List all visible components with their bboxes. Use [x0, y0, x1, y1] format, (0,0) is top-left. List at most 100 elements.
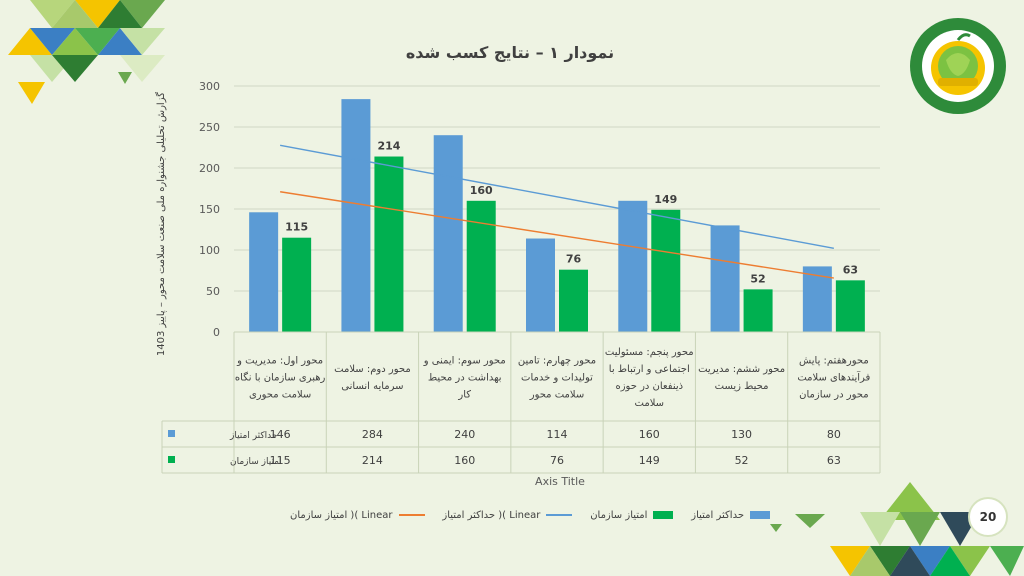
y-tick-label: 100 [199, 244, 220, 257]
bar-max-score [802, 266, 832, 332]
category-label-line: محور سوم: ایمنی و [423, 356, 506, 367]
legend-swatch-org-trend [398, 514, 425, 516]
category-label-line: محیط زیست [715, 381, 769, 392]
table-cell: 114 [547, 428, 568, 441]
chart-legend: حداکثر امتیاز امتیاز سازمان Linear )( حد… [290, 505, 770, 525]
bar-max-score [433, 135, 463, 332]
bar-org-score [466, 200, 496, 332]
festival-logo-icon [910, 18, 1006, 114]
table-cell: 76 [550, 454, 564, 467]
category-label-line: کار [457, 390, 471, 401]
bar-org-score [651, 209, 681, 332]
bar-org-score [559, 269, 588, 332]
data-label: 63 [843, 263, 858, 276]
data-labels: 115 214 160 76 149 52 63 [285, 140, 858, 286]
bar-max-score [249, 212, 279, 332]
bar-max-score [618, 200, 648, 332]
category-label-line: بهداشت در محیط [428, 373, 502, 384]
category-label-line: تولیدات و خدمات [521, 373, 593, 384]
category-label: محور اول: مدیریت و رهبری سازمان با نگاه سل… [235, 356, 326, 401]
table-cell: 115 [270, 454, 291, 467]
bar-org-score [835, 280, 865, 332]
category-label-line: ذینفعان در حوزه [615, 381, 683, 392]
category-label-line: محور در سازمان [799, 390, 868, 401]
y-axis-title: گزارش تحلیلی جشنواره ملی صنعت سلامت محور… [156, 92, 167, 357]
table-series-name: امتیاز سازمان [230, 457, 282, 467]
category-label-line: فرآیندهای سلامت [797, 371, 870, 384]
y-tick-label: 0 [213, 326, 220, 339]
chart-title: نمودار ۱ – نتایج کسب شده [405, 43, 615, 62]
bar-org-score [374, 156, 404, 332]
legend-label: امتیاز سازمان [590, 509, 648, 521]
table-cell: 214 [362, 454, 383, 467]
table-cell: 130 [731, 428, 752, 441]
legend-item-org-score: امتیاز سازمان [590, 509, 674, 521]
category-label-line: سلامت [635, 398, 665, 409]
bar-org-score [282, 237, 312, 332]
category-label-line: سلامت محور [529, 390, 585, 401]
category-label-line: سرمایه انسانی [341, 381, 403, 392]
y-axis-ticks: 0 50 100 150 200 250 300 [199, 80, 220, 339]
legend-item-max-score: حداکثر امتیاز [691, 510, 770, 521]
category-labels: محور اول: مدیریت و رهبری سازمان با نگاه سل… [235, 347, 871, 409]
category-label: محور ششم: مدیریت محیط زیست [698, 364, 785, 392]
bar-org-score [743, 289, 773, 332]
category-label-line: محورهفتم: پایش [799, 356, 869, 367]
table-cell: 149 [639, 454, 660, 467]
legend-label: Linear )( امتیاز سازمان [290, 509, 393, 521]
y-tick-label: 50 [206, 285, 220, 298]
legend-swatch-max-trend [546, 514, 573, 516]
legend-swatch-org-score [653, 511, 674, 519]
category-label-line: محور دوم: سلامت [334, 364, 411, 375]
category-label-line: محور چهارم: تامین [518, 356, 596, 367]
table-key-max-score [168, 430, 175, 437]
category-label-line: اجتماعی و ارتباط با [609, 364, 690, 375]
y-tick-label: 300 [199, 80, 220, 93]
corner-decoration-top-left [8, 0, 165, 104]
category-label: محور دوم: سلامت سرمایه انسانی [334, 364, 411, 392]
table-cell: 284 [362, 428, 383, 441]
category-label-line: محور پنجم: مسئولیت [605, 347, 694, 358]
legend-label: حداکثر امتیاز [691, 509, 744, 521]
category-label: محور چهارم: تامین تولیدات و خدمات سلامت مح… [518, 356, 596, 401]
category-label: محورهفتم: پایش فرآیندهای سلامت محور در ساز… [797, 356, 870, 401]
x-axis-title: Axis Title [535, 475, 585, 488]
trendlines [280, 144, 834, 279]
y-tick-label: 200 [199, 162, 220, 175]
trendline-max-score [280, 144, 834, 249]
table-cell: 63 [827, 454, 841, 467]
table-series-name: حداکثر امتیاز [229, 431, 277, 441]
category-label-line: سلامت محوری [249, 390, 311, 401]
legend-swatch-max-score [750, 511, 770, 519]
data-label: 52 [750, 272, 765, 285]
category-label: محور سوم: ایمنی و بهداشت در محیط کار [423, 356, 506, 401]
bar-max-score [710, 225, 740, 332]
bar-max-score [526, 238, 555, 332]
trendline-org-score [280, 191, 834, 279]
category-label-line: محور ششم: مدیریت [698, 364, 785, 375]
data-label: 214 [377, 140, 400, 153]
category-label: محور پنجم: مسئولیت اجتماعی و ارتباط با ذین… [605, 347, 694, 409]
data-label: 160 [470, 184, 493, 197]
bars [249, 99, 865, 333]
y-tick-label: 250 [199, 121, 220, 134]
table-cell: 80 [827, 428, 841, 441]
data-label: 115 [285, 221, 308, 234]
table-key-org-score [168, 456, 175, 463]
category-label-line: محور اول: مدیریت و [236, 356, 323, 367]
table-cell: 160 [639, 428, 660, 441]
gridlines [234, 85, 880, 333]
legend-item-max-trend: Linear )( حداکثر امتیاز [442, 509, 573, 521]
table-cell: 146 [270, 428, 291, 441]
table-cell: 240 [454, 428, 475, 441]
table-cell: 160 [454, 454, 475, 467]
data-label: 76 [566, 253, 582, 266]
page-number: 20 [968, 497, 1008, 537]
category-label-line: رهبری سازمان با نگاه [235, 372, 326, 384]
data-label: 149 [654, 193, 677, 206]
legend-item-org-trend: Linear )( امتیاز سازمان [290, 509, 425, 521]
legend-label: Linear )( حداکثر امتیاز [442, 509, 541, 521]
y-tick-label: 150 [199, 203, 220, 216]
